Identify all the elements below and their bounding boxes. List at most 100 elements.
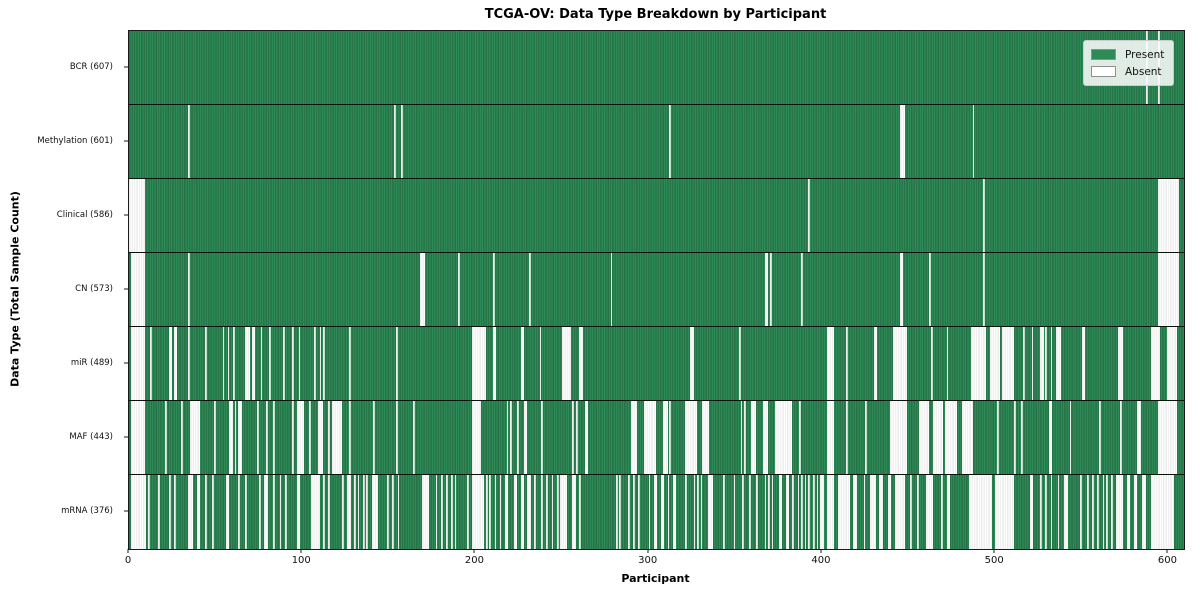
absent-stripe	[627, 475, 630, 549]
absent-stripe	[633, 475, 635, 549]
absent-stripe	[619, 475, 621, 549]
legend-item-absent: Absent	[1091, 63, 1164, 80]
absent-stripe	[472, 475, 485, 549]
absent-stripe	[1119, 401, 1122, 474]
absent-stripe	[918, 401, 930, 474]
absent-stripe	[187, 327, 190, 400]
absent-stripe	[174, 327, 178, 400]
absent-stripe	[610, 253, 613, 326]
absent-stripe	[931, 327, 933, 400]
absent-stripe	[584, 401, 589, 474]
absent-stripe	[615, 475, 618, 549]
legend-item-present: Present	[1091, 46, 1164, 63]
absent-stripe	[189, 401, 201, 474]
absent-stripe	[1080, 475, 1082, 549]
absent-stripe	[269, 327, 272, 400]
absent-stripe	[989, 327, 1001, 400]
absent-stripe	[648, 475, 651, 549]
absent-stripe	[291, 401, 294, 474]
absent-stripe	[929, 253, 932, 326]
absent-stripe	[1106, 475, 1108, 549]
y-tick-mark	[124, 510, 128, 512]
absent-stripe	[778, 475, 783, 549]
absent-stripe	[1069, 401, 1072, 474]
absent-stripe	[820, 475, 824, 549]
absent-stripe	[541, 401, 544, 474]
absent-stripe	[669, 105, 672, 178]
absent-stripe	[234, 401, 237, 474]
absent-stripe	[1014, 401, 1016, 474]
absent-stripe	[251, 327, 256, 400]
absent-stripe	[972, 105, 975, 178]
y-tick-label: Methylation (601)	[37, 136, 113, 146]
absent-stripe	[130, 475, 147, 549]
absent-stripe	[222, 327, 225, 400]
absent-stripe	[763, 401, 769, 474]
absent-stripe	[298, 327, 301, 400]
absent-stripe	[1029, 475, 1034, 549]
absent-stripe	[771, 475, 774, 549]
absent-stripe	[328, 401, 330, 474]
row-band-bcr	[129, 31, 1184, 105]
absent-stripe	[494, 475, 497, 549]
absent-stripe	[889, 401, 907, 474]
y-tick-label: mRNA (376)	[61, 506, 113, 516]
chart-title: TCGA-OV: Data Type Breakdown by Particip…	[484, 7, 827, 22]
absent-stripe	[551, 475, 554, 549]
absent-stripe	[983, 253, 985, 326]
absent-stripe	[785, 475, 789, 549]
absent-stripe	[723, 475, 725, 549]
absent-stripe	[317, 401, 323, 474]
absent-stripe	[1092, 475, 1094, 549]
absent-stripe	[366, 475, 369, 549]
absent-stripe	[510, 401, 512, 474]
y-tick-label: MAF (443)	[69, 432, 113, 442]
absent-stripe	[1050, 327, 1053, 400]
absent-stripe	[1002, 327, 1015, 400]
absent-stripe	[400, 105, 403, 178]
absent-stripe	[562, 327, 571, 400]
absent-stripe	[213, 401, 216, 474]
absent-stripe	[539, 327, 542, 400]
absent-stripe	[804, 475, 807, 549]
absent-stripe	[168, 327, 173, 400]
absent-stripe	[572, 475, 576, 549]
x-tick-label: 0	[124, 555, 132, 566]
absent-stripe	[265, 401, 268, 474]
absent-stripe	[1137, 401, 1141, 474]
absent-stripe	[187, 253, 190, 326]
absent-stripe	[451, 475, 453, 549]
absent-stripe	[1050, 475, 1053, 549]
absent-stripe	[863, 475, 866, 549]
absent-stripe	[662, 401, 668, 474]
absent-stripe	[354, 475, 356, 549]
absent-stripe	[556, 475, 559, 549]
absent-stripe	[1055, 327, 1061, 400]
absent-stripe	[245, 475, 247, 549]
absent-stripe	[1102, 475, 1105, 549]
plot-area	[128, 30, 1185, 550]
y-tick-mark	[124, 66, 128, 68]
absent-stripe	[887, 475, 892, 549]
absent-stripe	[1064, 475, 1068, 549]
absent-stripe	[328, 475, 330, 549]
y-tick-mark	[124, 288, 128, 290]
absent-stripe	[534, 475, 537, 549]
absent-stripe	[297, 475, 301, 549]
absent-stripe	[527, 475, 531, 549]
absent-stripe	[560, 475, 568, 549]
absent-stripe	[395, 327, 398, 400]
absent-stripe	[323, 475, 325, 549]
absent-stripe	[899, 253, 904, 326]
absent-stripe	[187, 475, 194, 549]
absent-stripe	[458, 253, 460, 326]
absent-stripe	[669, 401, 672, 474]
absent-stripe	[769, 253, 772, 326]
absent-stripe	[1045, 327, 1048, 400]
absent-stripe	[149, 327, 152, 400]
x-tick-label: 500	[984, 555, 1004, 566]
absent-stripe	[314, 327, 317, 400]
y-tick-mark	[124, 436, 128, 438]
absent-stripe	[279, 475, 282, 549]
absent-stripe	[1031, 327, 1034, 400]
